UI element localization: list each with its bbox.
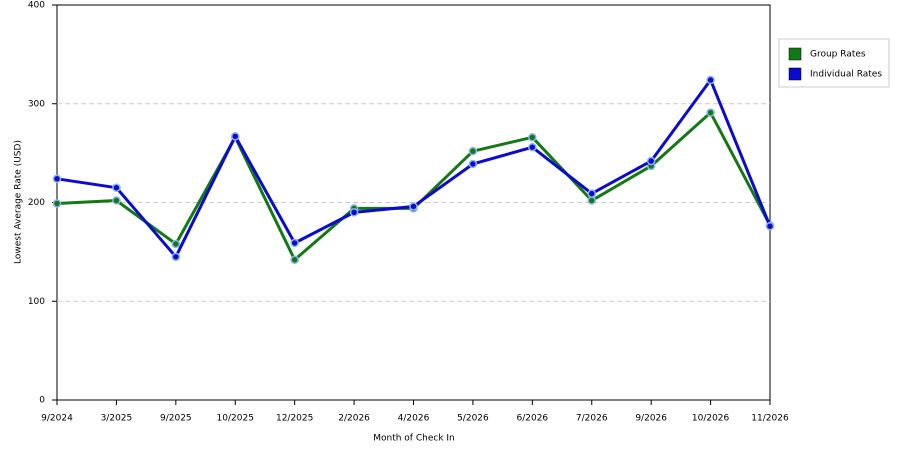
x-tick-label: 6/2026: [516, 414, 548, 424]
x-tick-label: 12/2025: [276, 414, 313, 424]
data-point: [112, 196, 121, 205]
y-tick-label: 200: [28, 198, 45, 208]
data-point: [468, 146, 478, 156]
data-point: [528, 133, 537, 142]
data-point: [290, 238, 299, 248]
data-point: [646, 156, 656, 166]
y-tick-label: 400: [28, 1, 45, 11]
data-point: [706, 108, 715, 117]
data-point: [528, 142, 537, 152]
x-tick-label: 9/2025: [160, 414, 192, 424]
x-tick-label: 10/2026: [692, 414, 730, 424]
x-tick-label: 2/2026: [338, 414, 370, 424]
y-axis-title: Lowest Average Rate (USD): [14, 140, 24, 264]
x-tick-label: 5/2026: [457, 414, 489, 424]
series-line: [56, 78, 772, 259]
x-axis-title: Month of Check In: [373, 434, 455, 444]
data-point: [112, 183, 121, 192]
data-point: [171, 239, 181, 249]
data-point: [587, 196, 596, 205]
data-point: [706, 75, 715, 85]
data-point: [765, 221, 775, 231]
data-point: [409, 202, 418, 211]
y-tick-label: 0: [39, 396, 45, 406]
data-point: [52, 174, 62, 184]
y-tick-label: 100: [28, 297, 45, 307]
data-point: [290, 255, 299, 265]
x-tick-label: 3/2025: [101, 414, 133, 424]
x-tick-label: 11/2026: [751, 414, 789, 424]
y-tick-label: 300: [28, 99, 45, 109]
series-line: [56, 111, 772, 262]
data-point: [52, 199, 62, 208]
legend-label: Individual Rates: [810, 70, 882, 80]
legend-swatch: [788, 67, 802, 81]
x-tick-label: 7/2026: [576, 414, 608, 424]
data-point: [349, 208, 359, 217]
legend-swatch: [788, 47, 802, 61]
data-point: [231, 132, 240, 141]
x-tick-label: 4/2026: [398, 414, 430, 424]
x-tick-label: 9/2026: [635, 414, 667, 424]
legend-label: Group Rates: [810, 50, 866, 60]
data-point: [587, 189, 596, 198]
x-tick-label: 10/2025: [217, 414, 254, 424]
data-point: [171, 252, 181, 262]
x-tick-label: 9/2024: [41, 414, 73, 424]
data-point: [468, 159, 478, 169]
